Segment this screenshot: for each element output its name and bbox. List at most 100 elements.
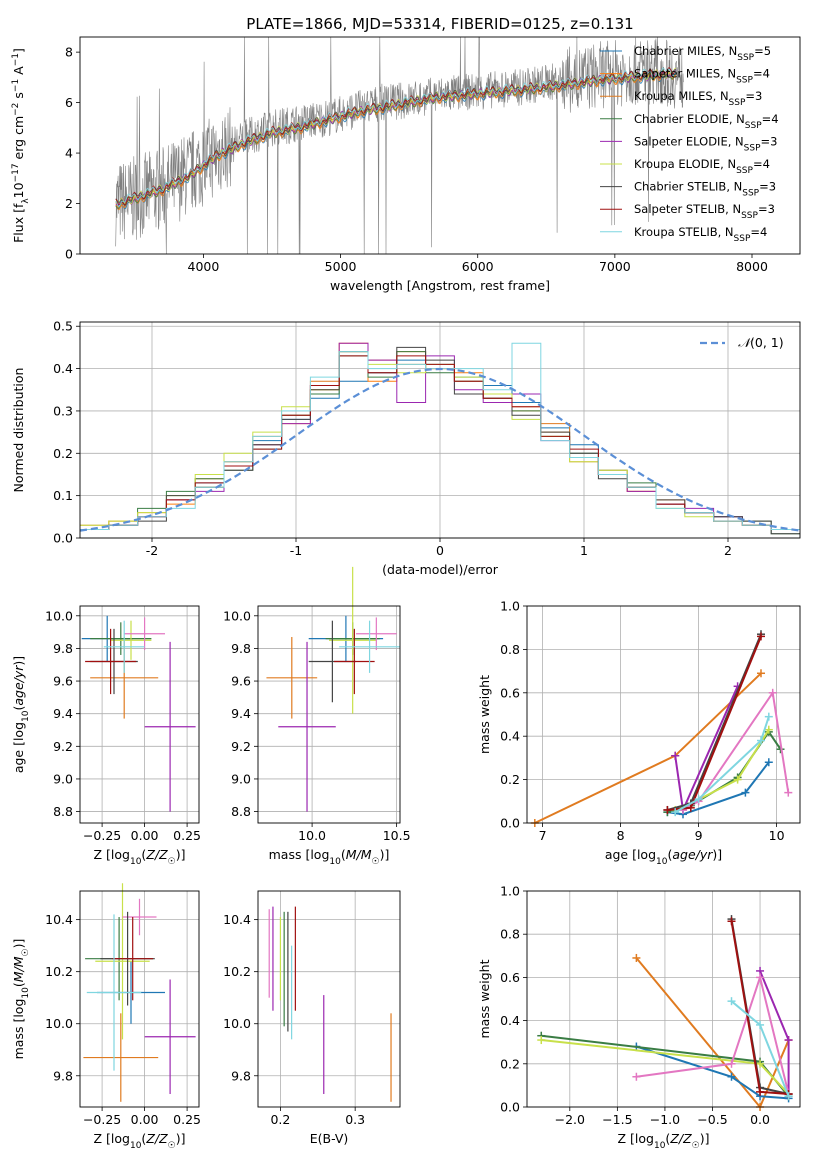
label-part: 10: [130, 1141, 142, 1151]
label-part: −1: [11, 53, 21, 66]
label-part: Chabrier ELODIE, N: [634, 112, 745, 126]
x-axis-label: Z [log10(Z/Z☉)]: [94, 847, 186, 867]
y-tick-label: 0.6: [500, 685, 520, 700]
axes-mass-weight-vs-age: 7 8 9 10 0.0 0.2 0.4 0.6 0.8 1.0: [500, 599, 800, 843]
axes-age-vs-mass: 10.0 10.5 8.8 9.0 9.2 9.4 9.6 9.8 10.0: [223, 606, 411, 843]
x-tick-label: 6000: [462, 259, 494, 274]
legend-label: Chabrier ELODIE, NSSP=4: [634, 112, 779, 131]
x-tick-label: −0.25: [83, 1112, 121, 1127]
y-axis-label: Flux [fλ10−17 erg cm−2 s−1 A−1]: [11, 48, 31, 243]
y-tick-label: 8: [65, 45, 73, 60]
y-tick-label: 10.0: [223, 1016, 251, 1031]
label-part: Z/Z: [145, 1131, 168, 1146]
y-axis-label: mass [log10(M/M☉)]: [11, 939, 31, 1060]
label-part: 10: [329, 857, 341, 867]
axes-mass-vs-EBV: 0.2 0.3 9.8 10.0 10.2 10.4: [223, 891, 400, 1127]
label-part: ☉: [168, 857, 176, 867]
x-tick-label: 7000: [599, 259, 631, 274]
y-tick-label: 0.6: [500, 970, 520, 985]
label-part: ☉: [372, 857, 380, 867]
label-part: Kroupa MILES, N: [634, 89, 729, 103]
x-tick-label: 2: [724, 543, 732, 558]
label-part: Z [log: [94, 1131, 130, 1146]
label-part: Salpeter ELODIE, N: [634, 134, 744, 148]
model-spectrum-line: [115, 67, 677, 206]
x-tick-label: −0.5: [697, 1112, 727, 1127]
label-part: =4: [753, 157, 770, 171]
y-tick-label: 10.4: [45, 912, 73, 927]
legend-label: 𝒩(0, 1): [738, 335, 784, 350]
axes-frame: [526, 605, 801, 824]
x-tick-label: 0.00: [131, 828, 159, 843]
y-tick-label: 9.4: [231, 706, 251, 721]
x-tick-label: 0.25: [173, 828, 201, 843]
label-part: )]: [11, 939, 26, 949]
label-part: )]: [11, 656, 26, 666]
axes-frame: [79, 36, 801, 255]
x-tick-label: 8000: [736, 259, 768, 274]
axes-spectrum: 4000 5000 6000 7000 8000 0 2 4 6 8: [65, 45, 768, 274]
x-axis-label: E(B-V): [310, 1131, 349, 1146]
axes-frame: [79, 890, 200, 1108]
label-part: (: [341, 847, 346, 862]
label-part: M/M: [346, 847, 372, 862]
histogram-step: [80, 355, 800, 530]
label-part: Kroupa STELIB, N: [634, 225, 734, 239]
y-tick-label: 9.6: [53, 674, 73, 689]
y-axis-label: Normed distribution: [11, 368, 26, 493]
y-tick-label: 9.0: [231, 771, 251, 786]
label-part: )]: [176, 847, 186, 862]
x-tick-label: −1.0: [650, 1112, 680, 1127]
label-part: SSP: [734, 234, 751, 244]
label-part: SSP: [742, 189, 759, 199]
label-part: age [log: [11, 722, 26, 773]
y-tick-label: 10.0: [223, 608, 251, 623]
x-tick-label: 0.25: [173, 1112, 201, 1127]
label-part: (: [667, 847, 672, 862]
label-part: (: [665, 1131, 670, 1146]
axes-mass-weight-vs-Z: −2.0 −1.5 −1.0 −0.5 0.0 0.0 0.2 0.4 0.6 0.8 1.0: [500, 884, 800, 1127]
axes-mass-vs-Z: −0.25 0.00 0.25 9.8 10.0 10.2 10.4: [45, 891, 201, 1127]
y-tick-label: 10.2: [223, 964, 251, 979]
x-tick-label: 7: [539, 828, 547, 843]
label-part: erg cm: [11, 116, 26, 164]
label-part: ☉: [692, 1141, 700, 1151]
normal-curve: [79, 367, 801, 532]
legend-label: Salpeter MILES, NSSP=4: [634, 67, 770, 86]
histogram-step: [80, 342, 800, 530]
label-part: SSP: [737, 53, 754, 63]
y-tick-label: 0.0: [500, 816, 520, 831]
x-axis-label: Z [log10(Z/Z☉)]: [618, 1131, 710, 1151]
label-part: 10: [656, 857, 668, 867]
x-tick-label: 10: [769, 828, 785, 843]
label-part: (: [141, 847, 146, 862]
y-tick-label: 0.4: [53, 361, 73, 376]
label-part: =5: [754, 44, 771, 58]
mass-weight-line: [674, 716, 770, 813]
y-tick-label: 10.4: [223, 912, 251, 927]
x-tick-label: 5000: [325, 259, 357, 274]
y-tick-label: 0: [65, 247, 73, 262]
label-part: SSP: [736, 76, 753, 86]
label-part: 10: [654, 1141, 666, 1151]
x-axis-label: age [log10(age/yr)]: [605, 847, 722, 867]
x-axis-label: Z [log10(Z/Z☉)]: [94, 1131, 186, 1151]
label-part: −17: [11, 163, 21, 182]
label-part: Flux [f: [11, 203, 26, 243]
label-part: 10: [21, 987, 31, 999]
x-tick-label: −1.5: [602, 1112, 632, 1127]
y-tick-label: 0.8: [500, 642, 520, 657]
axes-frame: [257, 605, 401, 824]
y-tick-label: 10.0: [45, 608, 73, 623]
label-part: mass [log: [11, 999, 26, 1060]
x-tick-label: 9: [695, 828, 703, 843]
label-part: Salpeter STELIB, N: [634, 202, 741, 216]
label-part: =3: [759, 180, 776, 194]
y-tick-label: 0.1: [53, 488, 73, 503]
label-part: SSP: [741, 211, 758, 221]
y-tick-label: 0.8: [500, 927, 520, 942]
label-part: (: [11, 706, 26, 711]
legend-label: Chabrier STELIB, NSSP=3: [634, 180, 776, 199]
